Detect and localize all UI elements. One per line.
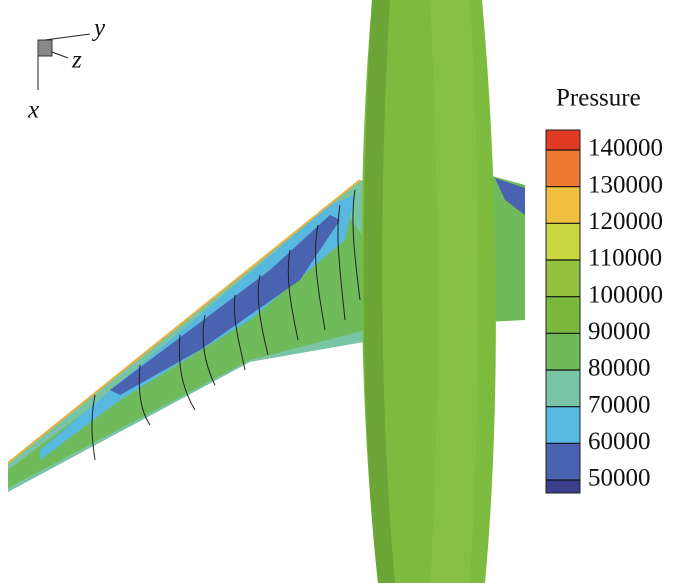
colorbar-band — [546, 186, 580, 224]
colorbar-band — [546, 480, 580, 493]
colorbar-tick-label: 110000 — [588, 245, 662, 272]
colorbar-tick-label: 130000 — [588, 171, 663, 198]
triad-x-label: x — [27, 97, 39, 124]
axis-triad: y z x — [27, 15, 106, 124]
triad-z-label: z — [71, 47, 82, 74]
colorbar-band — [546, 443, 580, 480]
colorbar-band — [546, 130, 580, 150]
fuselage-shade — [363, 0, 395, 583]
triad-z-axis — [51, 51, 69, 59]
colorbar: 140000 130000 120000 110000 100000 90000 80000… — [545, 129, 663, 494]
streamlines — [91, 189, 361, 461]
colorbar-tick-label: 90000 — [588, 318, 651, 345]
colorbar-band — [546, 296, 580, 334]
colorbar-tick-label: 70000 — [588, 391, 651, 418]
triad-box — [37, 39, 53, 57]
colorbar-band — [546, 406, 580, 444]
colorbar-frame — [545, 129, 581, 494]
colorbar-band — [546, 223, 580, 260]
legend-title: Pressure — [556, 85, 641, 112]
colorbar-tick-label: 140000 — [588, 135, 663, 162]
wing-dark-zone — [110, 215, 340, 395]
colorbar-tick-label: 50000 — [588, 465, 651, 492]
leading-edge — [7, 179, 361, 464]
triad-y-axis — [44, 33, 91, 41]
colorbar-band — [546, 333, 580, 370]
colorbar-tick-label: 120000 — [588, 208, 663, 235]
colorbar-tick-label: 60000 — [588, 428, 651, 455]
colorbar-band — [546, 370, 580, 407]
right-wing-low-pressure — [495, 178, 525, 215]
triad-y-label: y — [91, 15, 106, 42]
right-wing — [488, 175, 525, 322]
colorbar-tick-label: 80000 — [588, 355, 651, 382]
colorbar-tick-label: 100000 — [588, 281, 663, 308]
colorbar-band — [546, 260, 580, 297]
fuselage-highlight — [430, 0, 479, 583]
colorbar-band — [546, 150, 580, 187]
